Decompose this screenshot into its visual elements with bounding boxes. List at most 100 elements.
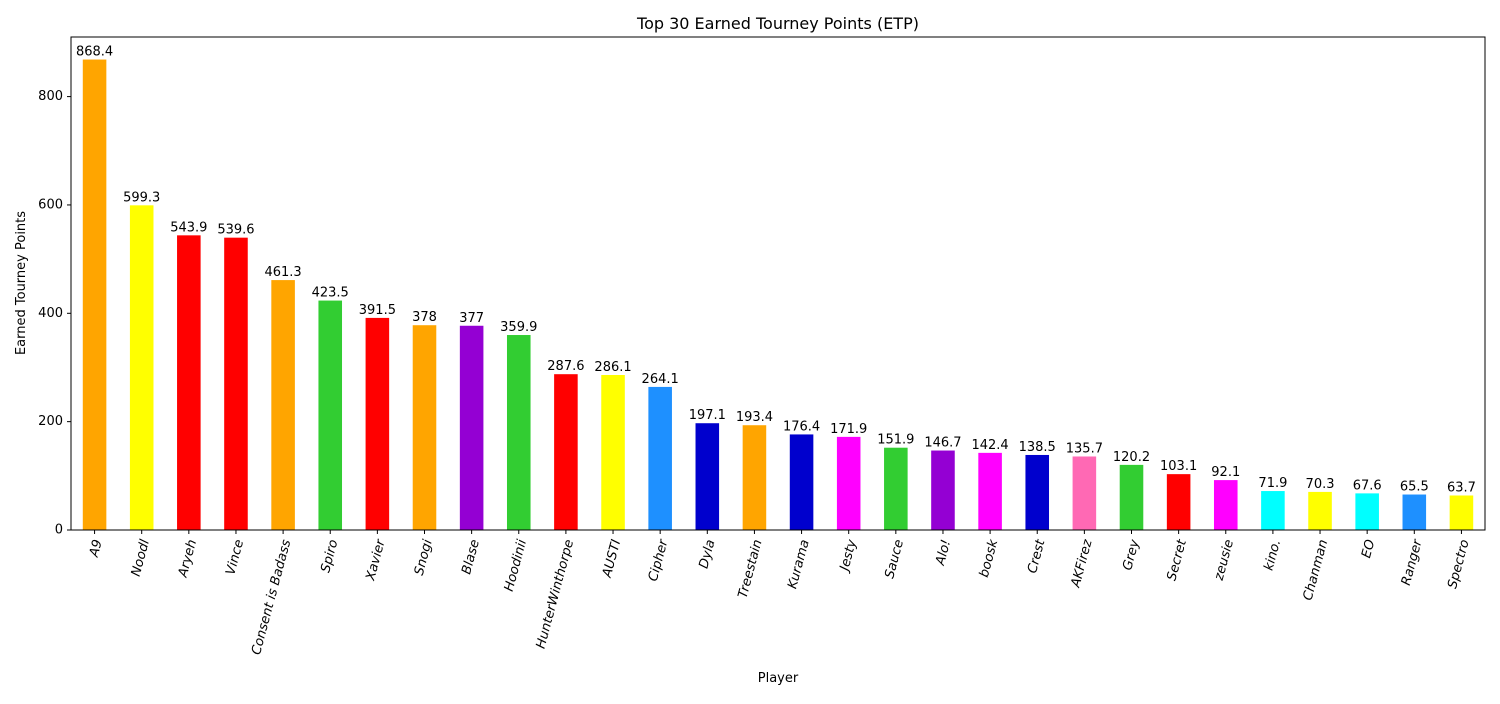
bar: [884, 447, 908, 530]
x-tick-label: EO: [1359, 538, 1378, 560]
bar: [1072, 456, 1097, 530]
x-tick-label: Ranger: [1399, 536, 1426, 587]
bars-layer: [82, 59, 1474, 531]
data-label: 103.1: [1160, 459, 1197, 474]
bar: [82, 59, 107, 531]
bar: [129, 205, 154, 530]
bar: [601, 375, 625, 530]
data-label: 70.3: [1306, 477, 1335, 492]
bar: [742, 425, 767, 530]
plot-frame: [70, 36, 1486, 531]
x-tick-label: Kurama: [785, 538, 813, 591]
bar: [459, 325, 484, 530]
data-label: 539.6: [217, 223, 254, 238]
data-label: 142.4: [971, 438, 1008, 453]
data-label: 461.3: [264, 265, 301, 280]
y-tick-label: 400: [38, 306, 63, 321]
x-tick-label: Consent is Badass: [249, 538, 294, 657]
data-label: 135.7: [1066, 441, 1103, 456]
data-label: 377: [459, 311, 484, 326]
bar: [271, 280, 295, 530]
y-tick-label: 200: [38, 414, 63, 429]
bar: [978, 452, 1002, 530]
x-tick-label: zeusie: [1212, 538, 1237, 583]
x-tick-label: AKFirez: [1068, 537, 1096, 590]
x-tick-label: boosk: [977, 538, 1002, 579]
bar: [1025, 454, 1050, 530]
bar: [1213, 480, 1238, 530]
data-label: 171.9: [830, 422, 867, 437]
x-tick-label: Sauce: [882, 538, 907, 580]
x-tick-label: AUSTI: [600, 538, 625, 580]
chart-title: Top 30 Earned Tourney Points (ETP): [636, 14, 919, 33]
data-label: 378: [412, 310, 437, 325]
x-tick-label: Dyla: [696, 538, 718, 570]
bar: [224, 237, 248, 531]
data-label: 138.5: [1019, 440, 1056, 455]
bar: [1261, 491, 1285, 530]
data-label: 92.1: [1211, 465, 1240, 480]
data-label: 287.6: [547, 359, 584, 374]
x-tick-label: Cipher: [646, 536, 672, 583]
data-label: 67.6: [1353, 478, 1382, 493]
data-label: 193.4: [736, 410, 773, 425]
x-tick-label: Secret: [1165, 537, 1191, 582]
bar: [1119, 464, 1144, 530]
x-tick-label: Xavier: [363, 536, 389, 583]
x-tick-label: Aryeh: [175, 538, 200, 580]
data-label: 286.1: [594, 360, 631, 375]
bar: [318, 300, 343, 530]
data-label: 391.5: [359, 303, 396, 318]
y-tick-label: 0: [55, 523, 63, 538]
bar: [931, 450, 955, 530]
x-tick-label: Treestain: [736, 538, 766, 600]
data-label: 63.7: [1447, 480, 1476, 495]
data-label: 599.3: [123, 190, 160, 205]
data-label: 197.1: [689, 408, 726, 423]
x-tick-label: Blase: [459, 538, 483, 576]
bar: [412, 325, 437, 530]
bar: [1355, 493, 1379, 530]
bar: [365, 317, 390, 530]
bar: [1402, 494, 1427, 530]
data-label: 264.1: [642, 372, 679, 387]
data-labels-layer: 868.4 599.3 543.9 539.6 461.3 423.5 391.5 378 37…: [76, 45, 1476, 496]
x-tick-label: Hoodinii: [502, 538, 530, 593]
x-tick-label: Grey: [1120, 538, 1143, 572]
axes-layer: A9 Noodl Aryeh Vince Consent is Badass Spiro X…: [38, 36, 1486, 657]
bar: [836, 436, 861, 530]
bar: [177, 235, 201, 530]
data-label: 868.4: [76, 45, 113, 60]
bar: [1449, 495, 1474, 530]
bar: [1308, 491, 1332, 530]
y-tick-label: 600: [38, 197, 63, 212]
data-label: 543.9: [170, 220, 207, 235]
data-label: 359.9: [500, 320, 537, 335]
x-tick-label: Vince: [223, 538, 247, 577]
y-axis-label: Earned Tourney Points: [14, 211, 29, 355]
data-label: 71.9: [1258, 476, 1287, 491]
data-label: 120.2: [1113, 450, 1150, 465]
data-label: 423.5: [312, 286, 349, 301]
bar: [648, 386, 672, 530]
bar: [554, 374, 578, 530]
x-tick-label: Spectro: [1445, 538, 1472, 590]
x-tick-label: Jesty: [837, 538, 860, 575]
x-axis-label: Player: [758, 671, 799, 686]
x-tick-label: kino.: [1262, 538, 1285, 572]
bar: [789, 434, 814, 530]
x-tick-label: Spiro: [318, 538, 341, 574]
x-tick-label: Noodl: [129, 538, 153, 578]
x-tick-label: A9: [87, 538, 106, 559]
y-tick-label: 800: [38, 89, 63, 104]
data-label: 151.9: [877, 433, 914, 448]
x-tick-label: Chanman: [1301, 538, 1332, 602]
x-tick-label: HunterWinthorpe: [534, 538, 578, 650]
bar: [695, 423, 720, 530]
data-label: 65.5: [1400, 480, 1429, 495]
x-tick-label: Alo!: [933, 538, 954, 568]
x-tick-label: Snogi: [412, 538, 436, 577]
x-tick-label: Crest: [1025, 537, 1049, 575]
bar: [1166, 474, 1191, 530]
bar: [506, 335, 531, 530]
